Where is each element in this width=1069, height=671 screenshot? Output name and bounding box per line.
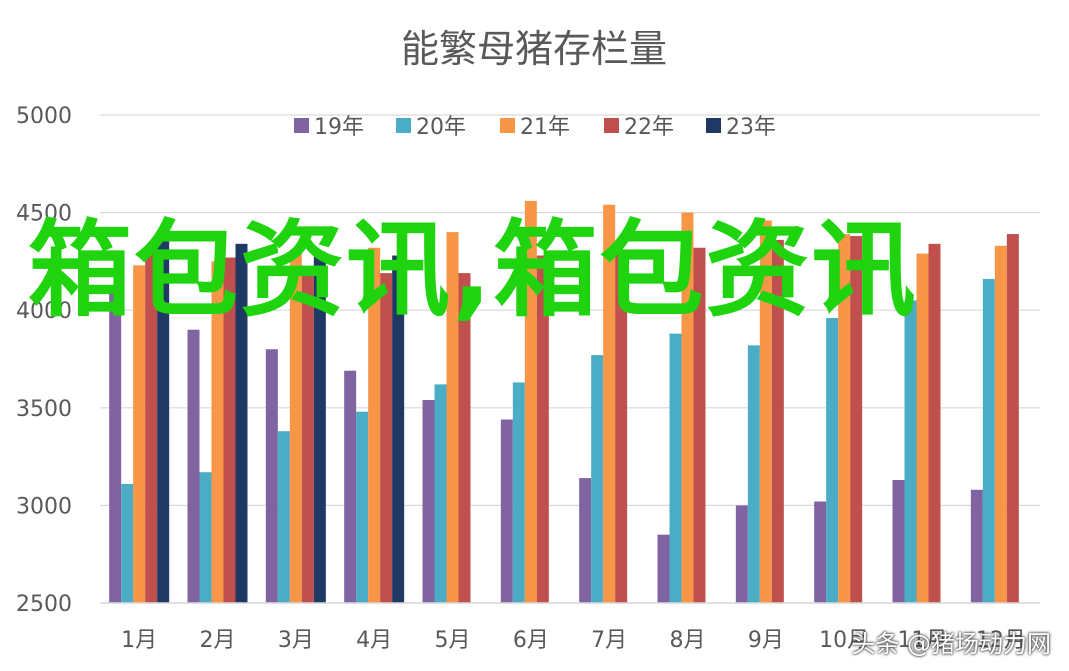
x-tick-label: 7月 [591,628,627,653]
x-tick-label: 8月 [670,628,706,653]
x-tick-label: 5月 [435,628,471,653]
bar [512,382,525,603]
bar [524,200,537,603]
legend-label: 22年 [624,115,674,140]
legend-swatch [396,118,411,133]
legend-swatch [604,118,619,133]
bar [380,273,393,603]
bar [133,265,146,603]
bar [199,472,212,603]
x-tick-label: 6月 [513,628,549,653]
bar [458,273,471,603]
chart-title: 能繁母猪存栏量 [401,27,667,71]
legend-label: 19年 [314,115,364,140]
bar [826,318,839,603]
x-tick-label: 10月 [819,628,869,653]
bar [591,355,604,603]
bar [434,384,447,603]
legend-label: 20年 [416,115,466,140]
bar [994,245,1007,603]
bar [669,333,682,603]
bar [982,278,995,603]
bar [223,257,236,603]
bar [211,261,224,603]
bar [814,501,827,603]
y-tick-label: 4000 [16,299,72,324]
bar [904,300,917,603]
bar [747,345,760,603]
bar [446,232,459,603]
bar [301,271,314,603]
y-tick-label: 3500 [16,397,72,422]
bars [109,200,1019,604]
legend: 19年 20年 21年 22年 23年 [294,115,776,140]
bar [157,237,170,603]
bar [970,489,983,603]
bar [615,253,628,604]
y-tick-label: 4500 [16,202,72,227]
legend-swatch [706,118,721,133]
bar [109,288,122,603]
x-tick-label: 2月 [200,628,236,653]
bar [693,247,706,603]
x-tick-label: 4月 [356,628,392,653]
y-tick-label: 2500 [16,592,72,617]
legend-swatch [294,118,309,133]
bar [356,411,369,603]
bar [735,505,748,603]
bar [771,239,784,604]
y-tick-label: 3000 [16,494,72,519]
bar [313,251,326,603]
bar [392,255,405,603]
x-tick-label: 9月 [748,628,784,653]
x-tick-label: 1月 [121,628,157,653]
bar [145,253,158,604]
bar [187,329,200,603]
bar [928,243,941,603]
x-tick-label: 12月 [976,628,1026,653]
bar [422,399,435,603]
bar [235,243,248,603]
bar [892,480,905,603]
bar [121,483,134,603]
bar [657,534,670,603]
legend-label: 21年 [520,115,570,140]
legend-swatch [500,118,515,133]
x-tick-label: 11月 [898,628,948,653]
bar [536,255,549,603]
bar [277,431,290,603]
bar [579,478,592,603]
bar [500,419,513,603]
bar [850,236,863,604]
bar [603,204,616,604]
bar [1006,234,1019,603]
legend-label: 23年 [726,115,776,140]
x-tick-label: 3月 [278,628,314,653]
bar [289,249,302,604]
bar [916,253,929,604]
bar [759,220,772,603]
bar [838,234,851,603]
y-tick-label: 5000 [16,104,72,129]
bar [681,212,694,603]
bar [265,349,278,603]
y-axis: 2500 3000 3500 4000 4500 5000 [16,104,72,617]
x-axis: 1月 2月 3月 4月 5月 6月 7月 8月 9月 10月 11月 12月 [100,602,1040,653]
bar [368,247,381,603]
bar [344,370,357,603]
